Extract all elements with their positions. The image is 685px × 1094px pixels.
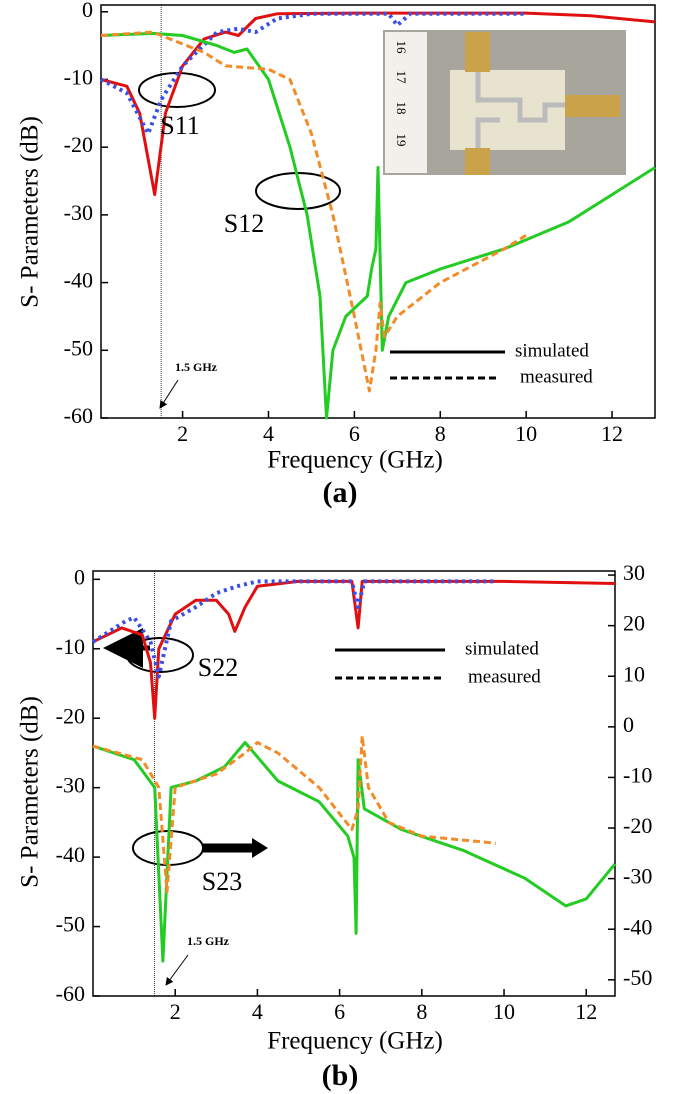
y2-tick-label: -20 <box>623 813 652 838</box>
x-tick-label: 10 <box>515 421 537 446</box>
x-tick-label: 8 <box>435 421 446 446</box>
legend-label: measured <box>520 366 593 387</box>
y-tick-label: -50 <box>56 912 85 937</box>
y-tick-label: -30 <box>56 773 85 798</box>
y2-tick-label: -40 <box>623 914 652 939</box>
series-line <box>91 579 496 679</box>
x-tick-label: 2 <box>170 999 181 1024</box>
x-tick-label: 4 <box>252 999 263 1024</box>
inset-photo <box>383 30 626 175</box>
legend-label: simulated <box>465 638 539 659</box>
y-tick-label: -30 <box>64 200 93 225</box>
y-tick-label: -10 <box>56 634 85 659</box>
y-tick-label: -40 <box>64 268 93 293</box>
series-line <box>92 579 616 720</box>
y-tick-label: -20 <box>64 132 93 157</box>
series-line <box>100 30 527 393</box>
y-tick-label: -50 <box>64 335 93 360</box>
x-axis-title: Frequency (GHz) <box>267 447 443 474</box>
x-tick-label: 12 <box>601 421 623 446</box>
chart-title: (b) <box>322 1059 359 1092</box>
legend-label: measured <box>468 666 541 687</box>
y-axis-title: S- Parameters (dB) <box>17 116 44 308</box>
annotation: S11 <box>160 111 200 140</box>
annotation: S23 <box>202 867 242 896</box>
arrow <box>159 379 179 409</box>
y2-tick-label: 20 <box>623 611 645 636</box>
y-axis-title: S- Parameters (dB) <box>17 696 44 888</box>
x-tick-label: 6 <box>334 999 345 1024</box>
x-tick-label: 12 <box>575 999 597 1024</box>
y2-tick-label: -30 <box>623 864 652 889</box>
arrow <box>252 838 268 858</box>
chart-title: (a) <box>323 476 358 509</box>
ruler-label: 16 <box>394 41 409 55</box>
series-line <box>92 741 617 963</box>
arrow <box>165 954 189 986</box>
y-tick-label: -60 <box>64 403 93 428</box>
x-tick-label: 6 <box>349 421 360 446</box>
series-line <box>100 31 656 420</box>
series-line <box>100 11 656 197</box>
x-tick-label: 2 <box>177 421 188 446</box>
x-tick-label: 4 <box>263 421 274 446</box>
y2-tick-label: 10 <box>623 661 645 686</box>
marker-label: 1.5 GHz <box>175 360 218 374</box>
x-tick-label: 10 <box>493 999 515 1024</box>
y-tick-label: -40 <box>56 842 85 867</box>
ruler-label: 17 <box>394 71 409 85</box>
y2-tick-label: 0 <box>623 712 634 737</box>
y-tick-label: -60 <box>56 981 85 1006</box>
annotation: S22 <box>198 653 238 682</box>
y-tick-label: -20 <box>56 703 85 728</box>
legend-label: simulated <box>515 340 589 361</box>
y2-tick-label: -50 <box>623 965 652 990</box>
plot-frame <box>92 570 616 997</box>
y2-tick-label: -10 <box>623 762 652 787</box>
y-tick-label: 0 <box>82 0 93 22</box>
plot-frame <box>100 4 656 419</box>
x-tick-label: 8 <box>416 999 427 1024</box>
y2-tick-label: 30 <box>623 560 645 585</box>
y-tick-label: -10 <box>64 65 93 90</box>
annotation: S12 <box>224 209 264 238</box>
y-tick-label: 0 <box>74 564 85 589</box>
x-axis-title: Frequency (GHz) <box>267 1028 443 1055</box>
ruler-label: 18 <box>394 102 409 115</box>
series-line <box>92 734 496 894</box>
marker-label: 1.5 GHz <box>187 934 230 948</box>
ruler-label: 19 <box>394 134 409 147</box>
